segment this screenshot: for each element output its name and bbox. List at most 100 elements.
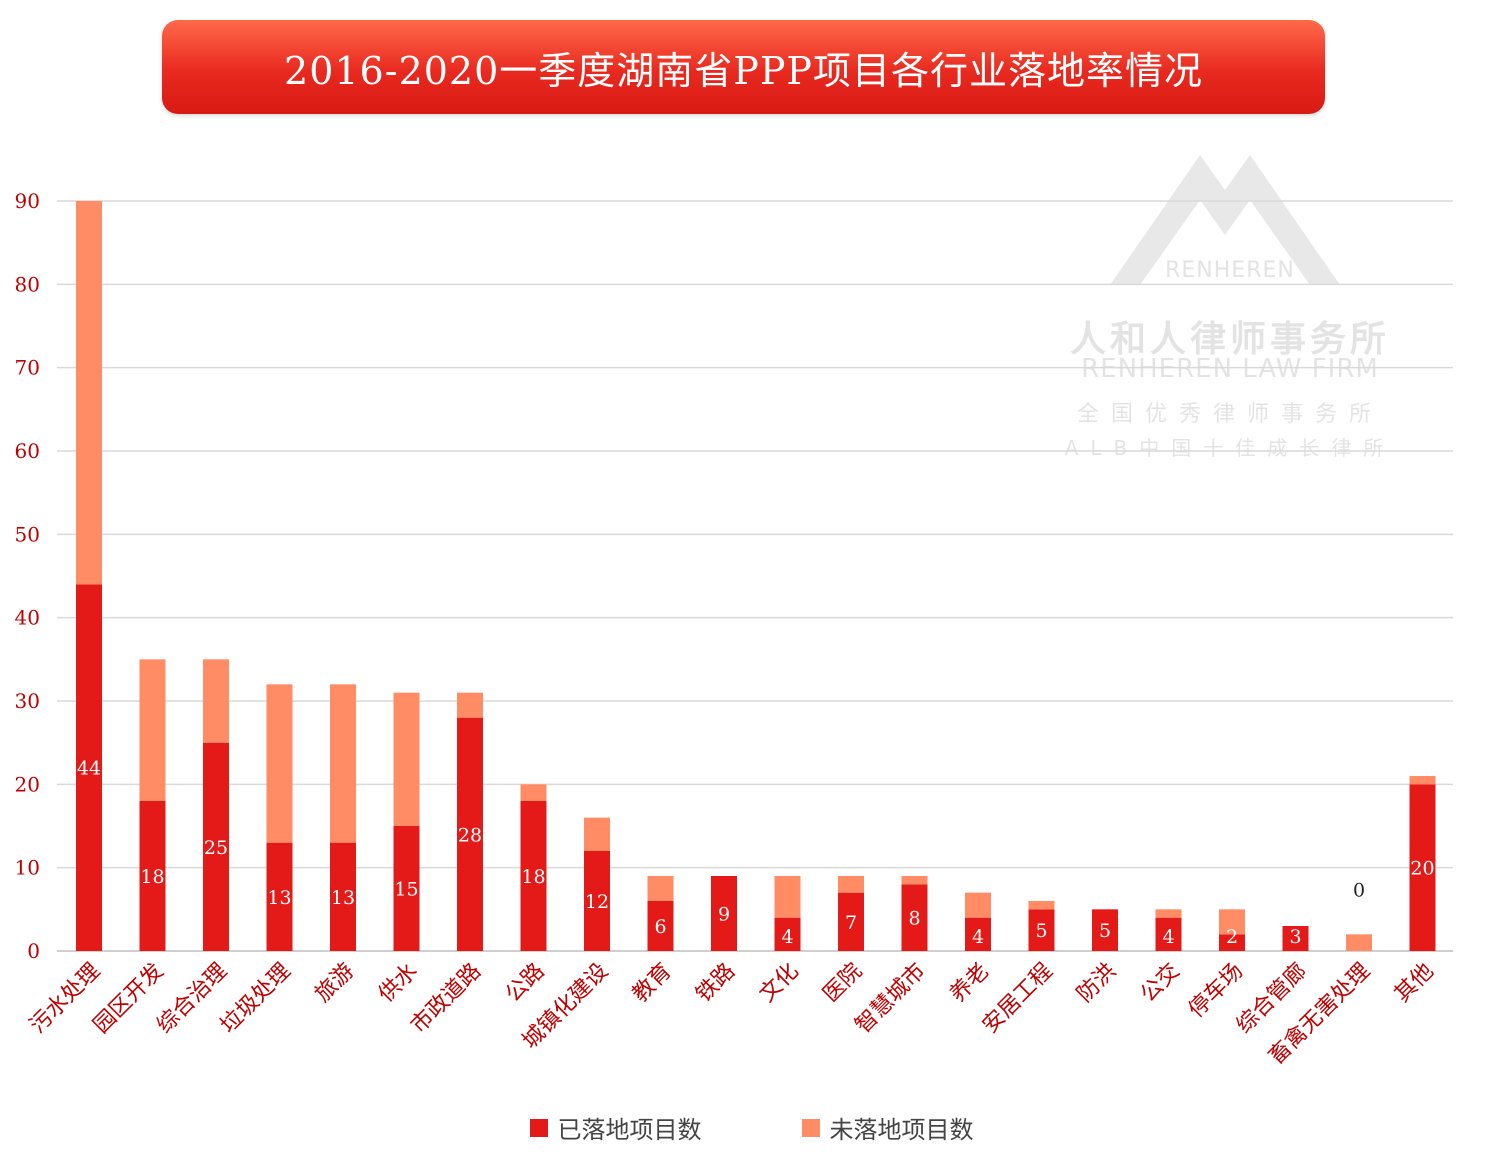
x-tick-label-4: 旅游 bbox=[310, 959, 359, 1008]
y-tick-label-90: 90 bbox=[15, 189, 40, 213]
y-tick-label-30: 30 bbox=[15, 689, 40, 713]
data-label-14: 4 bbox=[972, 926, 984, 948]
x-tick-label-5: 供水 bbox=[374, 959, 423, 1008]
legend: 已落地项目数 未落地项目数 bbox=[0, 1110, 1503, 1145]
bar-landed-4 bbox=[330, 842, 356, 951]
bar-not-landed-11 bbox=[774, 876, 801, 918]
bar-landed-5 bbox=[393, 826, 420, 951]
data-label-18: 2 bbox=[1226, 926, 1238, 948]
watermark-line3: 全国优秀律师事务所 bbox=[1076, 402, 1383, 427]
bar-landed-12 bbox=[838, 892, 864, 951]
bar-landed-13 bbox=[901, 884, 928, 951]
watermark-line4: ALB中国十佳成长律所 bbox=[1064, 436, 1396, 460]
bar-landed-11 bbox=[774, 917, 801, 951]
data-label-7: 18 bbox=[521, 866, 545, 888]
watermark-name-cn: 人和人律师事务所 bbox=[1069, 319, 1390, 360]
data-label-15: 5 bbox=[1035, 920, 1047, 942]
bar-not-landed-3 bbox=[266, 684, 293, 843]
data-label-13: 8 bbox=[908, 908, 920, 930]
bar-landed-3 bbox=[266, 842, 293, 951]
data-label-21: 20 bbox=[1410, 858, 1434, 880]
legend-swatch-not-landed bbox=[801, 1118, 820, 1137]
x-tick-label-21: 其他 bbox=[1390, 959, 1439, 1008]
x-tick-label-7: 公路 bbox=[501, 959, 550, 1008]
data-label-11: 4 bbox=[781, 926, 793, 948]
x-tick-label-10: 铁路 bbox=[691, 959, 740, 1008]
y-tick-label-80: 80 bbox=[15, 272, 40, 296]
bar-landed-7 bbox=[520, 801, 547, 951]
bar-not-landed-4 bbox=[330, 684, 356, 843]
mountain-logo-icon bbox=[1110, 155, 1340, 285]
data-label-20: 0 bbox=[1353, 879, 1365, 901]
legend-item-landed: 已落地项目数 bbox=[529, 1110, 702, 1145]
bar-not-landed-12 bbox=[838, 876, 864, 893]
bar-landed-10 bbox=[711, 876, 737, 951]
x-tick-label-13: 智慧城市 bbox=[851, 959, 931, 1039]
bar-landed-14 bbox=[965, 917, 991, 951]
chart-title: 2016-2020一季度湖南省PPP项目各行业落地率情况 bbox=[284, 48, 1203, 93]
data-label-8: 12 bbox=[585, 891, 609, 913]
bar-not-landed-17 bbox=[1155, 909, 1182, 918]
data-label-3: 13 bbox=[267, 887, 291, 909]
bar-landed-16 bbox=[1092, 909, 1118, 951]
y-tick-label-50: 50 bbox=[15, 522, 40, 546]
data-label-19: 3 bbox=[1289, 926, 1301, 948]
bar-not-landed-13 bbox=[901, 876, 928, 885]
bar-not-landed-1 bbox=[139, 659, 166, 801]
legend-label-landed: 已落地项目数 bbox=[557, 1116, 702, 1144]
bar-not-landed-20 bbox=[1346, 934, 1372, 951]
title-banner: 2016-2020一季度湖南省PPP项目各行业落地率情况 bbox=[162, 20, 1325, 114]
x-tick-label-11: 文化 bbox=[755, 959, 804, 1008]
bar-landed-6 bbox=[457, 717, 483, 951]
legend-label-not-landed: 未落地项目数 bbox=[829, 1116, 974, 1144]
y-tick-label-70: 70 bbox=[15, 356, 40, 380]
bar-landed-1 bbox=[139, 801, 166, 951]
watermark: RENHEREN 人和人律师事务所 RENHEREN LAW FIRM 全国优秀… bbox=[1060, 150, 1400, 460]
data-label-5: 15 bbox=[394, 879, 418, 901]
x-tick-label-14: 养老 bbox=[945, 959, 994, 1008]
x-tick-label-17: 公交 bbox=[1136, 959, 1185, 1008]
y-tick-label-60: 60 bbox=[15, 439, 40, 463]
bar-landed-9 bbox=[647, 901, 674, 951]
bar-landed-0 bbox=[76, 584, 102, 951]
bar-not-landed-21 bbox=[1409, 776, 1436, 785]
bar-landed-15 bbox=[1028, 909, 1055, 951]
x-tick-label-3: 垃圾处理 bbox=[216, 959, 296, 1039]
legend-swatch-landed bbox=[529, 1118, 548, 1137]
legend-item-not-landed: 未落地项目数 bbox=[801, 1110, 974, 1145]
data-label-4: 13 bbox=[331, 887, 355, 909]
data-label-1: 18 bbox=[140, 866, 164, 888]
y-tick-label-20: 20 bbox=[15, 772, 40, 796]
bar-not-landed-6 bbox=[457, 692, 483, 718]
x-tick-label-12: 医院 bbox=[818, 959, 867, 1008]
data-label-9: 6 bbox=[654, 916, 666, 938]
bar-not-landed-9 bbox=[647, 876, 674, 901]
data-label-16: 5 bbox=[1099, 920, 1111, 942]
bar-landed-18 bbox=[1219, 934, 1245, 951]
watermark-brand: RENHEREN bbox=[1165, 258, 1295, 283]
y-tick-label-40: 40 bbox=[15, 606, 40, 630]
y-tick-label-10: 10 bbox=[15, 856, 40, 880]
bar-not-landed-0 bbox=[76, 201, 102, 585]
x-tick-label-15: 安居工程 bbox=[978, 959, 1058, 1039]
data-label-2: 25 bbox=[204, 837, 228, 859]
data-label-12: 7 bbox=[845, 912, 857, 934]
bar-not-landed-14 bbox=[965, 892, 991, 918]
bar-landed-19 bbox=[1282, 926, 1309, 951]
x-tick-label-9: 教育 bbox=[628, 959, 677, 1008]
bar-landed-2 bbox=[203, 742, 229, 951]
bar-not-landed-2 bbox=[203, 659, 229, 743]
watermark-name-en: RENHEREN LAW FIRM bbox=[1081, 354, 1379, 384]
bar-not-landed-18 bbox=[1219, 909, 1245, 935]
data-label-6: 28 bbox=[458, 824, 482, 846]
data-label-17: 4 bbox=[1162, 926, 1174, 948]
data-label-0: 44 bbox=[77, 758, 101, 780]
x-tick-label-16: 防洪 bbox=[1072, 959, 1121, 1008]
bar-not-landed-15 bbox=[1028, 901, 1055, 910]
y-tick-label-0: 0 bbox=[27, 939, 40, 963]
bar-not-landed-5 bbox=[393, 692, 420, 826]
x-tick-label-6: 市政道路 bbox=[406, 959, 486, 1039]
bar-not-landed-8 bbox=[584, 817, 610, 851]
bar-landed-21 bbox=[1409, 784, 1436, 951]
